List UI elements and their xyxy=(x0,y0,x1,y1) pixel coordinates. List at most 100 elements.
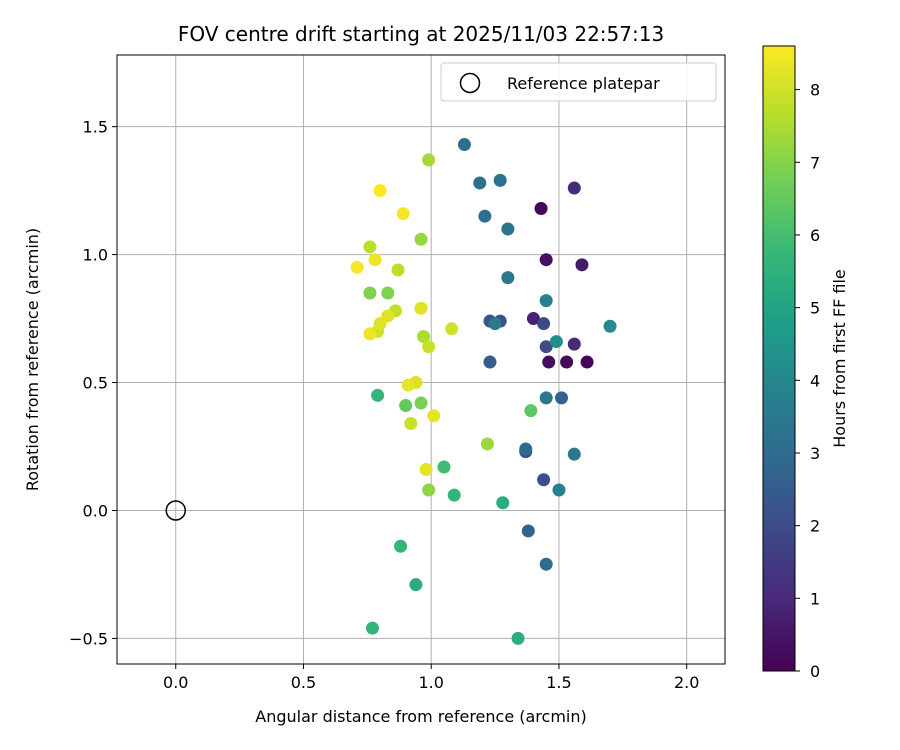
data-point xyxy=(414,301,428,315)
data-point xyxy=(419,463,433,477)
data-point xyxy=(381,309,395,323)
data-point xyxy=(521,524,535,538)
data-point xyxy=(457,138,471,152)
data-point xyxy=(501,222,515,236)
data-point xyxy=(511,631,525,645)
data-point xyxy=(404,416,418,430)
x-axis-ticks: 0.0 0.5 1.0 1.5 2.0 xyxy=(163,664,699,692)
grid xyxy=(117,55,725,664)
data-point xyxy=(575,258,589,272)
data-point xyxy=(560,355,574,369)
colorbar-tick-label: 0 xyxy=(810,662,820,681)
data-point xyxy=(371,388,385,402)
data-point xyxy=(381,286,395,300)
y-tick-label: 1.0 xyxy=(83,246,108,265)
data-point xyxy=(537,317,551,331)
data-point xyxy=(391,263,405,277)
data-point xyxy=(350,260,364,274)
reference-platepar-marker xyxy=(165,500,187,521)
data-point xyxy=(567,337,581,351)
colorbar: 0 1 2 3 4 5 6 7 8 Hours from first FF file xyxy=(762,45,849,681)
data-point xyxy=(363,286,377,300)
data-point xyxy=(549,335,563,349)
x-tick-label: 2.0 xyxy=(674,673,699,692)
legend-box xyxy=(440,62,717,102)
data-point xyxy=(519,442,533,456)
data-point xyxy=(539,253,553,267)
data-point xyxy=(363,240,377,254)
data-point xyxy=(422,340,436,354)
legend: Reference platepar xyxy=(440,62,717,102)
data-point xyxy=(414,396,428,410)
data-point xyxy=(542,355,556,369)
x-tick-label: 1.5 xyxy=(546,673,571,692)
data-point xyxy=(445,322,459,336)
data-point xyxy=(483,355,497,369)
data-point xyxy=(414,232,428,246)
data-point xyxy=(580,355,594,369)
colorbar-tick-label: 2 xyxy=(810,517,820,536)
x-axis-label: Angular distance from reference (arcmin) xyxy=(255,707,586,726)
data-point xyxy=(524,404,538,418)
colorbar-tick-label: 4 xyxy=(810,371,820,390)
data-point xyxy=(401,378,415,392)
colorbar-tick-label: 8 xyxy=(810,81,820,100)
data-point xyxy=(603,319,617,333)
data-point xyxy=(539,557,553,571)
x-tick-label: 0.0 xyxy=(163,673,188,692)
colorbar-tick-label: 3 xyxy=(810,444,820,463)
x-tick-label: 0.5 xyxy=(291,673,316,692)
reference-marker-layer xyxy=(165,500,187,521)
data-point xyxy=(526,312,540,326)
data-point xyxy=(447,488,461,502)
y-tick-label: 1.5 xyxy=(83,118,108,137)
data-point xyxy=(473,176,487,190)
data-point xyxy=(534,202,548,216)
colorbar-tick-label: 5 xyxy=(810,299,820,318)
data-point xyxy=(422,483,436,497)
data-point xyxy=(552,483,566,497)
data-point xyxy=(493,173,507,187)
data-point xyxy=(422,153,436,167)
x-tick-label: 1.0 xyxy=(418,673,443,692)
data-point xyxy=(478,209,492,223)
data-point xyxy=(496,496,510,510)
data-point xyxy=(368,253,382,267)
data-point xyxy=(437,460,451,474)
data-point xyxy=(373,184,387,198)
data-point xyxy=(555,391,569,405)
data-point xyxy=(539,391,553,405)
data-point xyxy=(488,317,502,331)
legend-marker-open-circle xyxy=(459,72,481,94)
y-axis-ticks: −0.5 0.0 0.5 1.0 1.5 xyxy=(69,118,117,648)
colorbar-label: Hours from first FF file xyxy=(830,269,849,448)
data-point xyxy=(363,327,377,341)
y-tick-label: 0.0 xyxy=(83,501,108,520)
data-point xyxy=(567,447,581,461)
data-point xyxy=(394,539,408,553)
data-point xyxy=(427,409,441,423)
data-point xyxy=(396,207,410,221)
colorbar-gradient-bar xyxy=(762,45,796,672)
data-points xyxy=(350,138,617,645)
colorbar-ticks: 0 1 2 3 4 5 6 7 8 xyxy=(795,81,820,681)
y-tick-label: 0.5 xyxy=(83,374,108,393)
data-point xyxy=(365,621,379,635)
data-point xyxy=(480,437,494,451)
colorbar-tick-label: 1 xyxy=(810,589,820,608)
y-tick-label: −0.5 xyxy=(69,629,108,648)
chart-title: FOV centre drift starting at 2025/11/03 … xyxy=(178,22,664,46)
colorbar-tick-label: 7 xyxy=(810,153,820,172)
legend-label: Reference platepar xyxy=(507,74,660,93)
y-axis-label: Rotation from reference (arcmin) xyxy=(23,228,42,491)
plot-frame xyxy=(116,54,726,665)
data-point xyxy=(501,271,515,285)
data-point xyxy=(409,578,423,592)
data-point xyxy=(417,329,431,343)
data-point xyxy=(399,399,413,413)
data-point xyxy=(539,294,553,308)
data-point xyxy=(539,340,553,354)
colorbar-tick-label: 6 xyxy=(810,226,820,245)
data-point xyxy=(567,181,581,195)
